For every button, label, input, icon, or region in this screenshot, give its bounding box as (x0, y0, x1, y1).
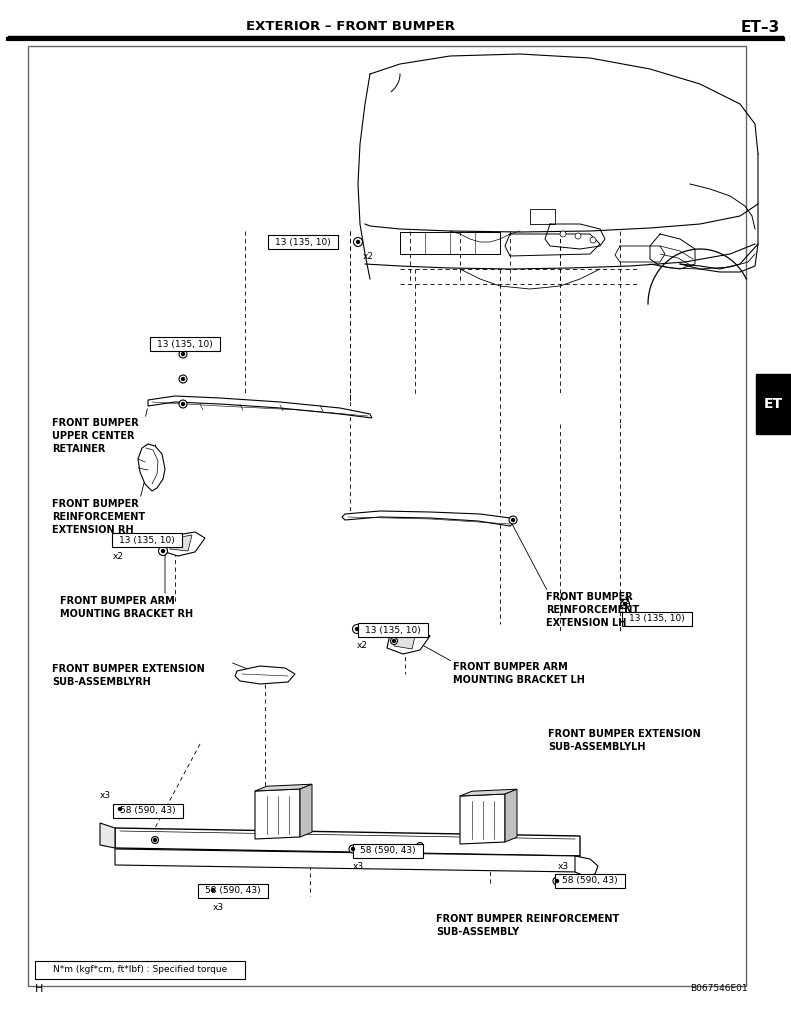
Circle shape (179, 400, 187, 408)
Text: 58 (590, 43): 58 (590, 43) (205, 887, 261, 896)
Circle shape (181, 402, 184, 406)
Polygon shape (170, 535, 192, 551)
Text: FRONT BUMPER EXTENSION
SUB-ASSEMBLYLH: FRONT BUMPER EXTENSION SUB-ASSEMBLYLH (548, 729, 701, 753)
Text: FRONT BUMPER
UPPER CENTER
RETAINER: FRONT BUMPER UPPER CENTER RETAINER (52, 418, 138, 455)
Bar (554, 874, 625, 888)
Circle shape (590, 237, 596, 243)
Text: FRONT BUMPER
REINFORCEMENT
EXTENSION RH: FRONT BUMPER REINFORCEMENT EXTENSION RH (52, 499, 145, 536)
Bar (113, 804, 184, 818)
Circle shape (168, 543, 172, 546)
Bar (112, 534, 182, 547)
Circle shape (553, 877, 561, 885)
Circle shape (209, 886, 217, 894)
Text: x2: x2 (113, 552, 124, 561)
Circle shape (355, 628, 358, 631)
Polygon shape (505, 790, 517, 842)
Text: 13 (135, 10): 13 (135, 10) (275, 238, 331, 247)
Text: x2: x2 (357, 641, 368, 650)
Polygon shape (460, 794, 505, 844)
Text: B067546E01: B067546E01 (691, 984, 748, 993)
Bar (756, 374, 791, 434)
Text: x3: x3 (558, 862, 570, 871)
Polygon shape (115, 849, 580, 872)
Circle shape (575, 233, 581, 239)
Text: 13 (135, 10): 13 (135, 10) (119, 536, 175, 545)
Text: x3: x3 (213, 903, 224, 912)
Bar (198, 884, 268, 898)
Circle shape (181, 378, 184, 381)
Polygon shape (255, 784, 312, 791)
Text: H: H (35, 984, 44, 994)
Polygon shape (387, 629, 430, 654)
Circle shape (152, 837, 158, 844)
Circle shape (211, 889, 214, 892)
Bar (268, 234, 339, 249)
Bar (35, 961, 245, 979)
Circle shape (351, 848, 354, 851)
Text: x2: x2 (620, 597, 631, 606)
Circle shape (509, 516, 517, 524)
Circle shape (555, 880, 558, 883)
Circle shape (181, 352, 184, 355)
Text: FRONT BUMPER REINFORCEMENT
SUB-ASSEMBLY: FRONT BUMPER REINFORCEMENT SUB-ASSEMBLY (436, 914, 619, 937)
Text: 13 (135, 10): 13 (135, 10) (365, 626, 421, 635)
Polygon shape (138, 444, 165, 490)
Text: ET–3: ET–3 (740, 19, 780, 35)
Text: x3: x3 (353, 862, 364, 871)
Circle shape (392, 640, 396, 642)
Circle shape (179, 350, 187, 358)
Text: FRONT BUMPER ARM
MOUNTING BRACKET LH: FRONT BUMPER ARM MOUNTING BRACKET LH (453, 662, 585, 685)
Bar (622, 612, 692, 626)
Bar (149, 337, 220, 351)
Polygon shape (162, 532, 205, 556)
Circle shape (560, 231, 566, 237)
Circle shape (353, 625, 361, 634)
Polygon shape (460, 790, 517, 796)
Circle shape (349, 845, 357, 853)
Circle shape (418, 845, 422, 848)
Text: 13 (135, 10): 13 (135, 10) (629, 614, 685, 624)
Text: 13 (135, 10): 13 (135, 10) (157, 340, 213, 348)
Circle shape (417, 843, 423, 850)
Circle shape (166, 541, 173, 548)
Circle shape (391, 638, 398, 644)
Circle shape (354, 238, 362, 247)
Text: EXTERIOR – FRONT BUMPER: EXTERIOR – FRONT BUMPER (245, 20, 455, 34)
Circle shape (153, 839, 157, 842)
Polygon shape (235, 666, 295, 684)
Polygon shape (394, 632, 416, 649)
Bar (353, 844, 423, 858)
Polygon shape (100, 823, 115, 848)
Text: FRONT BUMPER EXTENSION
SUB-ASSEMBLYRH: FRONT BUMPER EXTENSION SUB-ASSEMBLYRH (52, 664, 205, 687)
Circle shape (512, 518, 514, 521)
Circle shape (623, 602, 626, 605)
Text: FRONT BUMPER
REINFORCEMENT
EXTENSION LH: FRONT BUMPER REINFORCEMENT EXTENSION LH (546, 592, 639, 629)
Polygon shape (148, 396, 372, 418)
Polygon shape (300, 784, 312, 837)
Text: 58 (590, 43): 58 (590, 43) (562, 877, 618, 886)
Text: N*m (kgf*cm, ft*lbf) : Specified torque: N*m (kgf*cm, ft*lbf) : Specified torque (53, 966, 227, 975)
Text: FRONT BUMPER ARM
MOUNTING BRACKET RH: FRONT BUMPER ARM MOUNTING BRACKET RH (60, 596, 193, 620)
Polygon shape (115, 828, 580, 856)
Bar (358, 623, 428, 637)
Text: 58 (590, 43): 58 (590, 43) (360, 847, 416, 855)
Circle shape (179, 375, 187, 383)
Text: ET: ET (763, 397, 782, 411)
Circle shape (119, 808, 122, 811)
Text: x3: x3 (100, 791, 111, 800)
Text: x2: x2 (363, 252, 374, 261)
Circle shape (116, 805, 124, 813)
Polygon shape (575, 856, 598, 876)
Circle shape (357, 241, 359, 244)
Circle shape (158, 547, 168, 555)
Circle shape (620, 599, 630, 608)
Polygon shape (342, 511, 515, 526)
Circle shape (161, 550, 165, 553)
Polygon shape (255, 790, 300, 839)
Text: 58 (590, 43): 58 (590, 43) (120, 807, 176, 815)
